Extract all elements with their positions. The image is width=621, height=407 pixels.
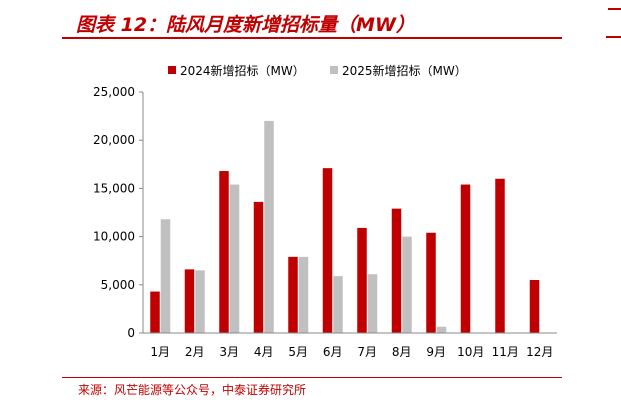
figure-header: 图表 12：陆风月度新增招标量（MW） bbox=[62, 8, 562, 39]
right-edge-rule-top bbox=[608, 8, 621, 10]
x-tick-label: 11月 bbox=[492, 345, 519, 359]
legend-swatch-2025 bbox=[330, 66, 338, 74]
bar-2024-9 bbox=[426, 232, 436, 333]
legend-label-2025: 2025新增招标（MW） bbox=[342, 63, 467, 78]
bar-2024-1 bbox=[150, 291, 160, 333]
header-rule bbox=[62, 37, 562, 39]
source-rule bbox=[62, 377, 562, 378]
x-tick-label: 12月 bbox=[526, 345, 553, 359]
x-tick-label: 9月 bbox=[426, 345, 446, 359]
bars bbox=[150, 120, 540, 333]
x-tick-label: 4月 bbox=[254, 345, 274, 359]
bar-2024-6 bbox=[322, 168, 333, 333]
bar-2024-12 bbox=[529, 279, 540, 333]
x-tick-label: 2月 bbox=[185, 345, 205, 359]
bar-2025-7 bbox=[367, 274, 378, 333]
y-tick-label: 20,000 bbox=[93, 133, 135, 147]
bar-2025-2 bbox=[195, 270, 205, 333]
bar-2024-8 bbox=[391, 208, 402, 333]
right-edge-rule bbox=[606, 36, 621, 38]
bar-2024-5 bbox=[288, 256, 298, 333]
bar-2025-3 bbox=[229, 184, 240, 333]
bar-2025-6 bbox=[333, 276, 343, 333]
x-tick-label: 5月 bbox=[288, 345, 308, 359]
y-tick-label: 0 bbox=[127, 326, 135, 340]
x-tick-label: 6月 bbox=[323, 345, 343, 359]
y-axis: 0 5,000 10,000 15,000 20,000 25,000 bbox=[93, 85, 144, 340]
x-tick-label: 1月 bbox=[150, 345, 170, 359]
x-axis: 1月 2月 3月 4月 5月 6月 7月 8月 9月 10月 11月 12月 bbox=[143, 332, 557, 359]
y-tick-label: 25,000 bbox=[93, 85, 135, 99]
source-note: 来源：风芒能源等公众号，中泰证券研究所 bbox=[78, 383, 307, 397]
bar-2025-5 bbox=[298, 256, 309, 333]
y-tick-label: 5,000 bbox=[101, 278, 135, 292]
x-tick-label: 10月 bbox=[457, 345, 484, 359]
bar-2025-1 bbox=[160, 219, 171, 333]
bar-2024-7 bbox=[357, 227, 367, 333]
x-tick-label: 3月 bbox=[219, 345, 239, 359]
figure-title: 图表 12：陆风月度新增招标量（MW） bbox=[76, 14, 415, 36]
bar-2024-10 bbox=[460, 184, 471, 333]
legend-swatch-2024 bbox=[168, 66, 176, 74]
chart-legend: 2024新增招标（MW） 2025新增招标（MW） bbox=[168, 63, 467, 78]
bar-2024-11 bbox=[495, 178, 505, 333]
bar-2025-4 bbox=[264, 120, 274, 333]
x-tick-label: 7月 bbox=[357, 345, 377, 359]
y-tick-label: 10,000 bbox=[93, 230, 135, 244]
legend-label-2024: 2024新增招标（MW） bbox=[180, 63, 305, 78]
y-tick-label: 15,000 bbox=[93, 181, 135, 195]
bar-2025-8 bbox=[402, 236, 412, 333]
bar-2025-9 bbox=[436, 326, 447, 333]
bar-2024-3 bbox=[219, 171, 229, 333]
bar-2024-4 bbox=[253, 201, 264, 333]
x-tick-label: 8月 bbox=[392, 345, 412, 359]
bar-2024-2 bbox=[184, 269, 195, 333]
